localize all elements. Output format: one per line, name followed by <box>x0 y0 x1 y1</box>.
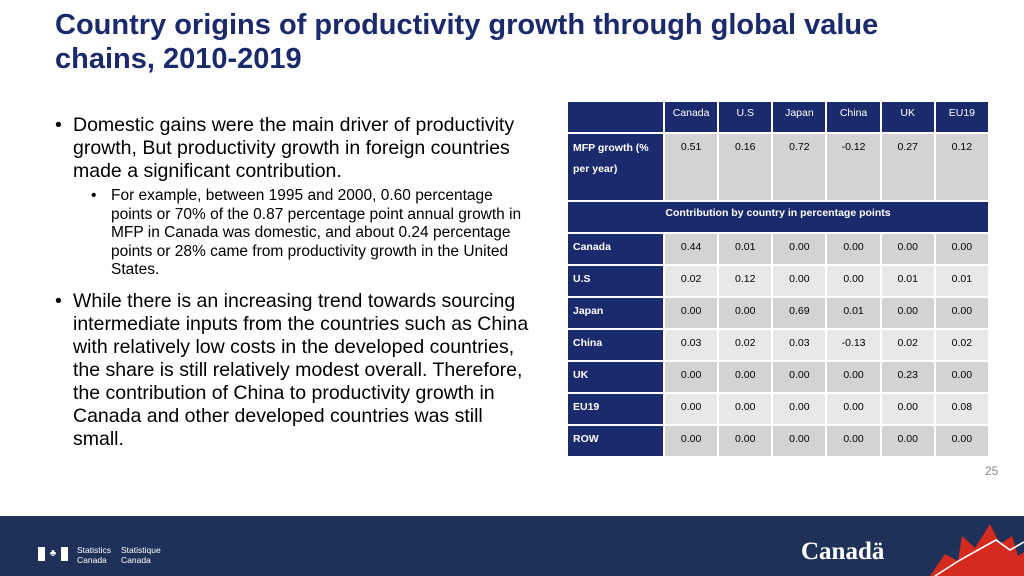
maple-leaf-icon <box>930 524 1024 576</box>
column-header: Japan <box>771 100 828 134</box>
contribution-table: Canada U.S Japan China UK EU19 MFP growt… <box>566 100 991 458</box>
table-cell: -0.13 <box>825 328 882 362</box>
row-header: Canada <box>566 232 665 266</box>
table-cell: 0.44 <box>662 232 720 266</box>
agency-name-fr: Statistique Canada <box>121 545 161 565</box>
row-header: MFP growth (% per year) <box>566 132 665 202</box>
table-cell: 0.00 <box>662 424 720 458</box>
table-cell: 0.00 <box>717 392 774 426</box>
table-cell: 0.03 <box>771 328 828 362</box>
slide-title: Country origins of productivity growth t… <box>55 9 879 75</box>
table-cell: 0.00 <box>717 296 774 330</box>
table-row: ROW 0.00 0.00 0.00 0.00 0.00 0.00 <box>566 424 991 458</box>
row-header: ROW <box>566 424 665 458</box>
bullet-item: While there is an increasing trend towar… <box>55 290 530 451</box>
table-row: China 0.03 0.02 0.03 -0.13 0.02 0.02 <box>566 328 991 362</box>
table-cell: 0.00 <box>662 296 720 330</box>
table-cell: 0.02 <box>717 328 774 362</box>
table-cell: 0.23 <box>879 360 936 394</box>
bullet-list: Domestic gains were the main driver of p… <box>55 114 530 451</box>
table-row: U.S 0.02 0.12 0.00 0.00 0.01 0.01 <box>566 264 991 298</box>
table-cell: 0.00 <box>825 392 882 426</box>
table-cell: 0.00 <box>879 424 936 458</box>
table-cell: 0.00 <box>825 360 882 394</box>
table-row: UK 0.00 0.00 0.00 0.00 0.23 0.00 <box>566 360 991 394</box>
table-cell: 0.01 <box>933 264 991 298</box>
row-header: UK <box>566 360 665 394</box>
table-corner-cell <box>566 100 665 134</box>
mfp-growth-row: MFP growth (% per year) 0.51 0.16 0.72 -… <box>566 132 991 202</box>
table-cell: 0.00 <box>662 392 720 426</box>
table-cell: -0.12 <box>825 132 882 202</box>
sub-bullet-item: For example, between 1995 and 2000, 0.60… <box>91 187 530 280</box>
table-cell: 0.02 <box>879 328 936 362</box>
table-cell: 0.16 <box>717 132 774 202</box>
column-header: China <box>825 100 882 134</box>
bullet-item: Domestic gains were the main driver of p… <box>55 114 530 183</box>
table-cell: 0.12 <box>717 264 774 298</box>
column-header: Canada <box>662 100 720 134</box>
table-cell: 0.00 <box>879 232 936 266</box>
agency-name-en: Statistics Canada <box>77 545 112 565</box>
table-cell: 0.00 <box>825 424 882 458</box>
table-cell: 0.02 <box>662 264 720 298</box>
table-cell: 0.01 <box>825 296 882 330</box>
table-cell: 0.01 <box>879 264 936 298</box>
column-header: EU19 <box>933 100 991 134</box>
table-cell: 0.00 <box>933 296 991 330</box>
table-cell: 0.00 <box>879 296 936 330</box>
table-cell: 0.12 <box>933 132 991 202</box>
table-cell: 0.27 <box>879 132 936 202</box>
table-cell: 0.00 <box>771 392 828 426</box>
footer-bar: ♣ Statistics Canada Statistique Canada Can… <box>0 516 1024 576</box>
table-cell: 0.03 <box>662 328 720 362</box>
table-cell: 0.00 <box>825 232 882 266</box>
table-cell: 0.00 <box>662 360 720 394</box>
column-header: U.S <box>717 100 774 134</box>
table-row: Japan 0.00 0.00 0.69 0.01 0.00 0.00 <box>566 296 991 330</box>
table-header-row: Canada U.S Japan China UK EU19 <box>566 100 991 134</box>
row-header: Japan <box>566 296 665 330</box>
page-number: 25 <box>985 464 999 478</box>
canada-wordmark: Canadä <box>801 538 885 565</box>
table-cell: 0.51 <box>662 132 720 202</box>
table-cell: 0.00 <box>933 424 991 458</box>
table-cell: 0.00 <box>771 360 828 394</box>
table-cell: 0.72 <box>771 132 828 202</box>
table-cell: 0.00 <box>879 392 936 426</box>
table-cell: 0.00 <box>825 264 882 298</box>
table-cell: 0.01 <box>717 232 774 266</box>
table-cell: 0.00 <box>717 360 774 394</box>
table-row: Canada 0.44 0.01 0.00 0.00 0.00 0.00 <box>566 232 991 266</box>
table-cell: 0.00 <box>771 424 828 458</box>
table-cell: 0.02 <box>933 328 991 362</box>
table-subheader-row: Contribution by country in percentage po… <box>566 200 990 234</box>
column-header: UK <box>879 100 936 134</box>
table-row: EU19 0.00 0.00 0.00 0.00 0.00 0.08 <box>566 392 991 426</box>
table-cell: 0.69 <box>771 296 828 330</box>
table-cell: 0.08 <box>933 392 991 426</box>
row-header: U.S <box>566 264 665 298</box>
table-cell: 0.00 <box>771 232 828 266</box>
table-cell: 0.00 <box>933 232 991 266</box>
canada-flag-icon: ♣ <box>38 547 68 561</box>
table-cell: 0.00 <box>933 360 991 394</box>
row-header: EU19 <box>566 392 665 426</box>
table-cell: 0.00 <box>717 424 774 458</box>
row-header: China <box>566 328 665 362</box>
table-cell: 0.00 <box>771 264 828 298</box>
table-subheader: Contribution by country in percentage po… <box>566 200 990 234</box>
